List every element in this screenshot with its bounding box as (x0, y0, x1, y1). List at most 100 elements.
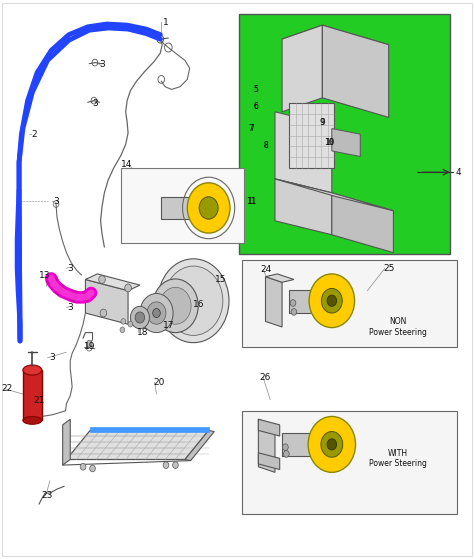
Text: 5: 5 (254, 85, 258, 94)
Bar (289, 290, 321, 313)
Polygon shape (275, 112, 332, 193)
Circle shape (99, 276, 105, 283)
Circle shape (283, 451, 289, 457)
Polygon shape (63, 419, 70, 465)
Text: 7: 7 (249, 124, 254, 133)
Circle shape (283, 444, 288, 451)
Text: 24: 24 (260, 265, 271, 274)
Circle shape (321, 432, 343, 457)
Text: 2: 2 (31, 130, 37, 139)
Text: 25: 25 (383, 264, 394, 273)
Ellipse shape (23, 365, 42, 375)
Text: 13: 13 (39, 271, 51, 280)
Text: 23: 23 (41, 491, 52, 500)
Circle shape (86, 340, 92, 347)
Circle shape (90, 465, 95, 472)
Circle shape (130, 306, 149, 329)
Text: 3: 3 (99, 60, 105, 69)
Text: 6: 6 (254, 102, 258, 111)
Circle shape (199, 197, 218, 219)
Circle shape (290, 300, 296, 306)
Text: 26: 26 (260, 373, 271, 382)
Text: 18: 18 (137, 328, 148, 337)
Polygon shape (90, 427, 209, 432)
Text: 15: 15 (215, 275, 226, 284)
Circle shape (100, 309, 107, 317)
Text: 4: 4 (456, 168, 462, 177)
Bar (121, 168, 244, 243)
Circle shape (187, 183, 230, 233)
Ellipse shape (23, 416, 42, 424)
Polygon shape (85, 274, 140, 291)
Bar (161, 197, 193, 219)
Circle shape (153, 309, 160, 318)
Circle shape (147, 302, 166, 324)
Circle shape (308, 416, 356, 472)
Polygon shape (265, 274, 294, 282)
Polygon shape (258, 453, 280, 470)
Polygon shape (332, 129, 360, 157)
Text: 8: 8 (263, 141, 268, 150)
Text: 7: 7 (249, 124, 254, 133)
Bar (23, 370, 42, 420)
Text: 10: 10 (325, 138, 334, 147)
Text: NON
Power Steering: NON Power Steering (369, 318, 427, 337)
Polygon shape (265, 277, 282, 327)
Circle shape (327, 439, 337, 450)
Circle shape (160, 287, 191, 324)
Text: 21: 21 (34, 396, 45, 405)
Circle shape (173, 462, 178, 468)
Text: 14: 14 (121, 160, 133, 169)
Bar (242, 411, 457, 514)
Bar (289, 103, 334, 168)
Circle shape (327, 295, 337, 306)
Polygon shape (258, 419, 275, 472)
Text: 3: 3 (49, 353, 55, 362)
Text: 19: 19 (83, 342, 95, 351)
Text: 16: 16 (193, 300, 205, 309)
Text: 9: 9 (320, 119, 325, 127)
Circle shape (291, 309, 297, 315)
Polygon shape (66, 430, 209, 459)
Text: 10: 10 (325, 138, 334, 147)
Text: 3: 3 (67, 303, 73, 312)
Text: 9: 9 (320, 119, 325, 127)
Circle shape (164, 266, 223, 335)
Polygon shape (282, 25, 322, 112)
Circle shape (125, 284, 131, 292)
Circle shape (163, 462, 169, 468)
Text: 11: 11 (246, 197, 256, 206)
Bar (282, 433, 318, 456)
Circle shape (128, 321, 133, 327)
Text: 11: 11 (246, 197, 256, 206)
Text: 5: 5 (254, 85, 258, 94)
Circle shape (135, 312, 145, 323)
Circle shape (80, 463, 86, 470)
Text: 3: 3 (67, 264, 73, 273)
Circle shape (120, 327, 125, 333)
Text: 22: 22 (1, 384, 13, 393)
Text: 20: 20 (153, 378, 164, 387)
Bar (239, 14, 450, 254)
Text: 3: 3 (92, 99, 98, 108)
Circle shape (121, 319, 126, 324)
Polygon shape (85, 280, 128, 324)
Polygon shape (275, 179, 393, 211)
Circle shape (140, 293, 173, 333)
Text: 3: 3 (53, 197, 59, 206)
Text: WITH
Power Steering: WITH Power Steering (369, 449, 427, 468)
Bar (242, 260, 457, 347)
Circle shape (321, 288, 342, 313)
Text: 17: 17 (163, 321, 174, 330)
Text: 6: 6 (254, 102, 258, 111)
Polygon shape (332, 193, 393, 253)
Polygon shape (185, 430, 214, 461)
Polygon shape (258, 419, 280, 436)
Circle shape (309, 274, 355, 328)
Polygon shape (282, 25, 389, 59)
Polygon shape (322, 25, 389, 117)
Text: 8: 8 (263, 141, 268, 150)
Circle shape (158, 259, 229, 343)
Text: 1: 1 (163, 18, 169, 27)
Circle shape (153, 279, 198, 333)
